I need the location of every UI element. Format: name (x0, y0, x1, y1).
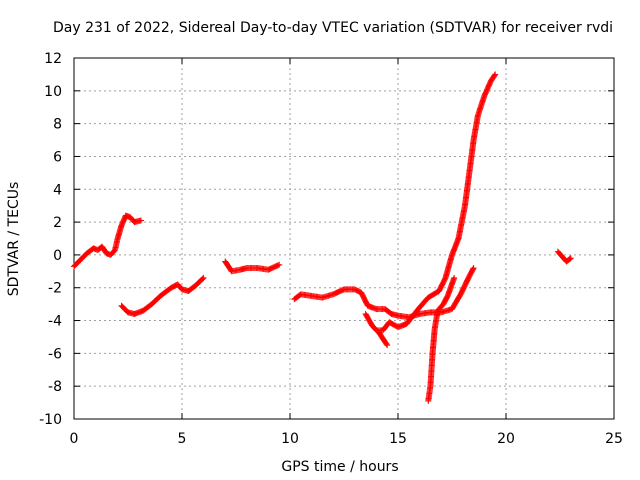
chart-title: Day 231 of 2022, Sidereal Day-to-day VTE… (53, 20, 613, 36)
y-tick-label: 12 (44, 51, 62, 67)
y-tick-label: 10 (44, 84, 62, 100)
series-track (425, 274, 458, 404)
y-tick-label: 6 (53, 149, 62, 165)
series-track (362, 71, 499, 334)
y-tick-label: -10 (39, 412, 62, 428)
ticks: 0 5 10 15 20 25 -10 -8 -6 -4 -2 0 2 4 6 8 10 12 (39, 51, 623, 447)
plot-frame (73, 57, 615, 420)
series-track (375, 329, 391, 349)
y-tick-label: 2 (53, 215, 62, 231)
data-point (384, 342, 391, 349)
x-tick-label: 5 (178, 431, 187, 447)
data-point (470, 265, 477, 272)
x-axis-label: GPS time / hours (281, 459, 398, 475)
x-tick-label: 20 (497, 431, 515, 447)
data-point-marker (199, 275, 206, 282)
x-tick-label: 10 (281, 431, 299, 447)
y-tick-label: 4 (53, 182, 62, 198)
y-axis-label: SDTVAR / TECUs (6, 182, 22, 297)
data-point (567, 255, 574, 262)
y-tick-label: -4 (48, 314, 62, 330)
data-points (71, 71, 574, 404)
series-track (118, 274, 207, 317)
x-tick-label: 0 (70, 431, 79, 447)
y-tick-label: -6 (48, 346, 62, 362)
y-tick-label: -8 (48, 379, 62, 395)
y-tick-label: -2 (48, 281, 62, 297)
series-track (554, 248, 574, 265)
data-point (276, 261, 283, 268)
grid (74, 58, 614, 419)
x-tick-label: 25 (605, 431, 623, 447)
series-track (222, 258, 283, 275)
data-point-marker (491, 72, 498, 79)
data-point-marker (470, 266, 477, 273)
y-tick-label: 0 (53, 248, 62, 264)
data-point-marker (566, 255, 573, 262)
data-point (137, 217, 144, 224)
data-point (492, 71, 499, 78)
y-tick-label: 8 (53, 117, 62, 133)
series-track (71, 212, 144, 270)
data-point (200, 274, 207, 281)
data-point (451, 274, 458, 281)
data-point-marker (383, 341, 390, 348)
x-tick-label: 15 (389, 431, 407, 447)
